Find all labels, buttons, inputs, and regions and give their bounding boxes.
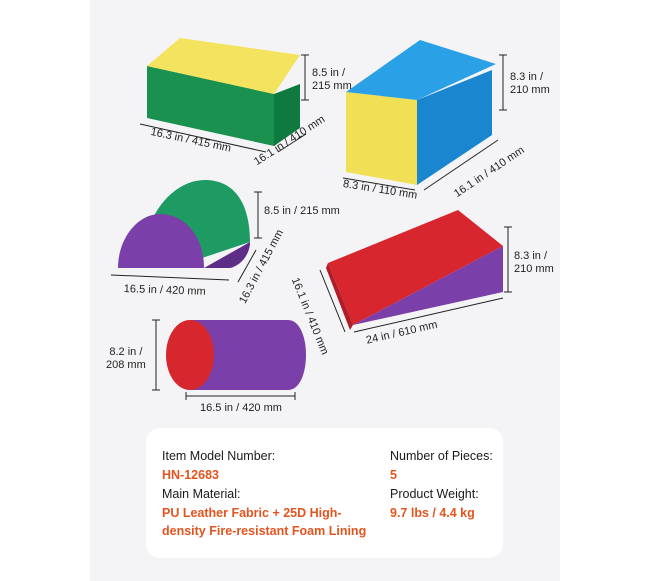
cylinder-foam-block [166, 320, 306, 390]
cylinder-width-label: 16.5 in / 420 mm [200, 402, 282, 414]
material-label: Main Material: [162, 487, 241, 501]
wedge-foam-block [326, 210, 503, 330]
half-cylinder-foam-block [118, 180, 250, 268]
cylinder-height-label: 8.2 in / 208 mm [106, 346, 146, 371]
cube-height-label: 8.5 in / 215 mm [312, 67, 352, 92]
weight-value: 9.7 lbs / 4.4 kg [390, 506, 475, 520]
material-value-line2: density Fire-resistant Foam Lining [162, 524, 367, 538]
material-value-line1: PU Leather Fabric + 25D High- [162, 506, 342, 520]
weight-label: Product Weight: [390, 487, 479, 501]
spec-card: Item Model Number: HN-12683 Main Materia… [146, 428, 503, 558]
pieces-value: 5 [390, 468, 397, 482]
half-cylinder-height-label: 8.5 in / 215 mm [264, 205, 340, 217]
block-height-label: 8.3 in / 210 mm [510, 71, 550, 96]
pieces-label: Number of Pieces: [390, 449, 493, 463]
model-value: HN-12683 [162, 468, 219, 482]
wedge-height-label: 8.3 in / 210 mm [514, 250, 554, 275]
rect-foam-block [346, 40, 496, 185]
model-label: Item Model Number: [162, 449, 276, 463]
cube-foam-block [147, 38, 300, 146]
dimension-lines [110, 54, 512, 400]
